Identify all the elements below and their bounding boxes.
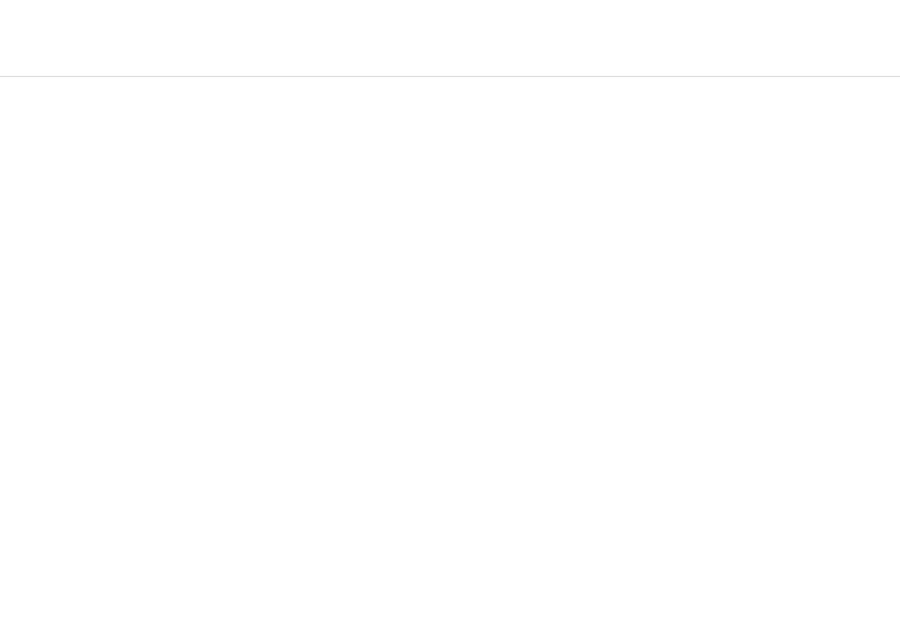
column-header-row <box>0 22 900 72</box>
group-header-row <box>0 0 900 22</box>
header-separator <box>0 72 900 77</box>
